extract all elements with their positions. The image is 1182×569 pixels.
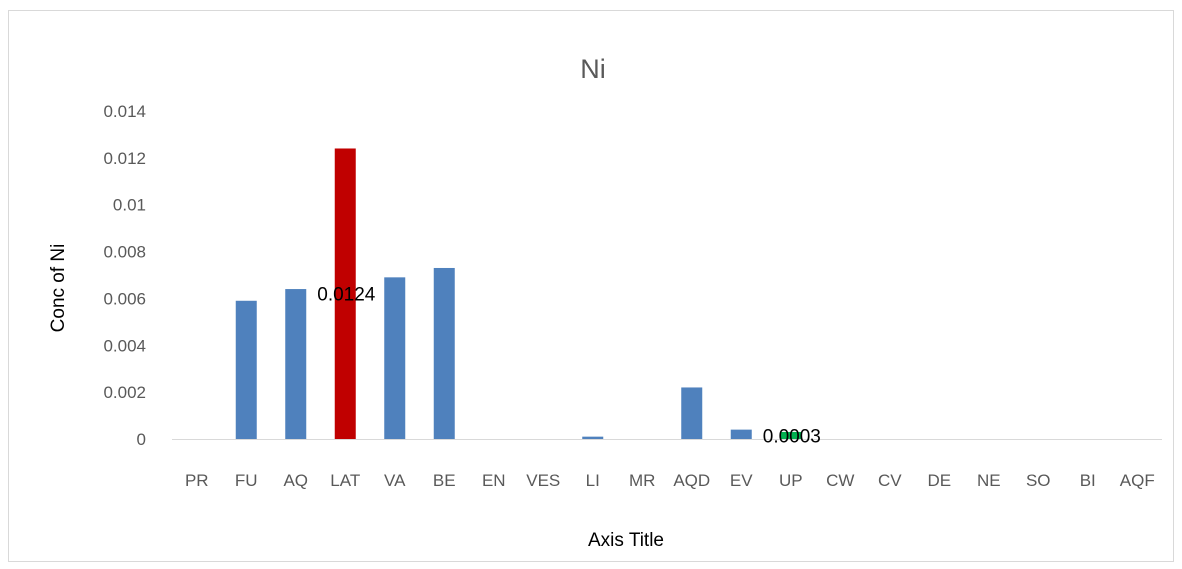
bar-be <box>433 267 455 439</box>
y-tick-label: 0.012 <box>103 149 146 168</box>
x-tick-label: NE <box>977 471 1001 490</box>
x-tick-label: BI <box>1080 471 1096 490</box>
chart-frame <box>8 10 1174 562</box>
x-tick-label: LAT <box>330 471 360 490</box>
bar-fu <box>235 300 257 439</box>
bar-li <box>582 436 604 439</box>
y-tick-label: 0.014 <box>103 102 146 121</box>
y-tick-label: 0.01 <box>113 196 146 215</box>
bar-aqd <box>681 387 703 439</box>
x-tick-label: CV <box>878 471 902 490</box>
y-tick-label: 0.002 <box>103 383 146 402</box>
x-tick-label: LI <box>586 471 600 490</box>
bar-aq <box>285 289 307 439</box>
y-tick-label: 0.008 <box>103 243 146 262</box>
bar-ev <box>730 429 752 439</box>
x-tick-label: DE <box>927 471 951 490</box>
bar-lat <box>334 148 356 439</box>
y-axis-ticks: 0 0.002 0.004 0.006 0.008 0.01 0.012 0.014 <box>103 102 146 449</box>
y-tick-label: 0.004 <box>103 336 146 355</box>
x-tick-label: CW <box>826 471 854 490</box>
x-axis-title: Axis Title <box>588 530 664 551</box>
x-tick-label: VA <box>384 471 406 490</box>
y-axis-title: Conc of Ni <box>48 244 69 333</box>
x-tick-label: PR <box>185 471 209 490</box>
bar-up <box>780 431 802 439</box>
x-tick-label: UP <box>779 471 803 490</box>
x-tick-label: BE <box>433 471 456 490</box>
chart-title: Ni <box>580 54 606 84</box>
data-label-up: 0.0003 <box>763 426 821 447</box>
x-tick-label: SO <box>1026 471 1051 490</box>
bars <box>235 148 802 439</box>
y-tick-label: 0 <box>137 430 146 449</box>
data-labels: 0.0124 0.0003 <box>317 285 821 448</box>
data-label-lat: 0.0124 <box>317 285 376 306</box>
x-tick-label: EV <box>730 471 753 490</box>
x-tick-label: AQF <box>1120 471 1155 490</box>
x-tick-label: VES <box>526 471 560 490</box>
x-tick-label: FU <box>235 471 258 490</box>
x-tick-label: AQD <box>673 471 710 490</box>
category-labels: PR FU AQ LAT VA BE EN VES LI MR AQD EV UP CW CV DE NE SO B… <box>185 471 1155 490</box>
x-tick-label: AQ <box>283 471 308 490</box>
x-tick-label: EN <box>482 471 506 490</box>
y-tick-label: 0.006 <box>103 289 146 308</box>
bar-va <box>384 277 406 439</box>
x-tick-label: MR <box>629 471 655 490</box>
